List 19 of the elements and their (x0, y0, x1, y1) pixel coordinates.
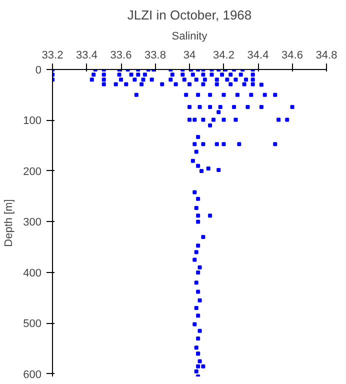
x-tick-label: 34 (183, 50, 196, 62)
x-tick-label: 34.2 (213, 50, 234, 62)
y-tick-label: 500 (23, 318, 42, 330)
y-tick-label: 0 (35, 64, 42, 76)
x-tick-label: 34.6 (282, 50, 303, 62)
y-tick-label: 300 (23, 216, 42, 229)
x-tick-label: 33.2 (42, 50, 64, 62)
y-tick-label: 600 (23, 368, 42, 381)
x-tick-label: 33.6 (110, 50, 132, 62)
x-tick-label: 33.8 (144, 50, 166, 62)
x-tick-label: 34.8 (316, 50, 338, 62)
y-axis-title: Depth [m] (3, 199, 16, 247)
chart-title: JLZI in October, 1968 (127, 8, 252, 22)
y-tick-label: 400 (23, 267, 42, 280)
y-tick-label: 100 (23, 115, 42, 128)
y-tick-label: 200 (23, 166, 42, 178)
x-tick-label: 33.4 (76, 50, 98, 62)
x-axis-title: Salinity (172, 30, 208, 42)
x-tick-label: 34.4 (247, 50, 269, 62)
